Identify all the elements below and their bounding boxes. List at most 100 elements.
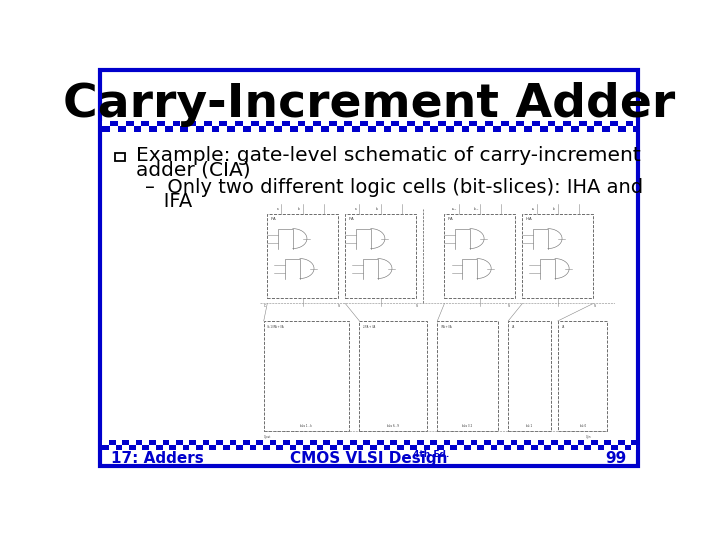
Bar [143, 440, 149, 445]
Bar [337, 126, 344, 132]
Bar [498, 446, 504, 450]
Bar [626, 126, 634, 132]
Bar [384, 440, 390, 445]
Bar [464, 446, 471, 450]
Bar [283, 440, 289, 445]
Bar [618, 440, 624, 445]
Bar [360, 120, 368, 126]
Bar [410, 440, 417, 445]
Bar [330, 440, 337, 445]
Bar [610, 120, 618, 126]
Bar [236, 440, 243, 445]
Bar [457, 446, 464, 450]
Bar [183, 446, 189, 450]
Bar [329, 120, 337, 126]
Bar [196, 120, 204, 126]
Bar [407, 120, 415, 126]
Bar [102, 126, 110, 132]
Bar [624, 446, 631, 450]
Bar [415, 126, 423, 132]
Bar [540, 120, 548, 126]
Bar [149, 446, 156, 450]
Bar [176, 440, 183, 445]
Bar [256, 446, 263, 450]
Bar [303, 446, 310, 450]
Bar [276, 440, 283, 445]
Bar [343, 446, 350, 450]
Bar [516, 120, 524, 126]
Bar [266, 120, 274, 126]
Bar [531, 440, 538, 445]
Bar [136, 440, 143, 445]
Bar [263, 440, 270, 445]
Bar [141, 126, 149, 132]
Bar [585, 440, 591, 445]
Bar [129, 440, 136, 445]
Bar [228, 120, 235, 126]
Bar [220, 120, 228, 126]
Bar [571, 120, 579, 126]
Bar [344, 120, 352, 126]
Bar [243, 446, 250, 450]
Bar [508, 120, 516, 126]
Bar [377, 440, 384, 445]
Bar [297, 120, 305, 126]
Bar [551, 440, 557, 445]
Bar [524, 440, 531, 445]
Bar [469, 120, 477, 126]
Bar [551, 446, 557, 450]
Bar [289, 126, 297, 132]
Bar [595, 120, 602, 126]
Bar [423, 446, 431, 450]
Bar [518, 440, 524, 445]
Bar [310, 446, 317, 450]
Bar [216, 440, 222, 445]
Bar [188, 126, 196, 132]
Bar [591, 446, 598, 450]
Bar [243, 126, 251, 132]
Bar [464, 440, 471, 445]
Bar [384, 446, 390, 450]
Bar [350, 440, 356, 445]
Bar [282, 120, 289, 126]
Bar [344, 126, 352, 132]
Bar [116, 446, 122, 450]
Bar [532, 126, 540, 132]
Bar [141, 120, 149, 126]
Bar [251, 126, 258, 132]
Bar [485, 120, 493, 126]
Bar [377, 446, 384, 450]
Bar [126, 120, 133, 126]
Bar [297, 126, 305, 132]
Bar [157, 126, 165, 132]
Bar [102, 120, 110, 126]
Bar [602, 120, 610, 126]
Bar [330, 446, 337, 450]
Bar [250, 440, 256, 445]
Bar [149, 126, 157, 132]
Bar [477, 440, 484, 445]
Bar [611, 440, 618, 445]
Bar [564, 440, 571, 445]
Bar [196, 440, 203, 445]
Bar [313, 120, 321, 126]
Bar [399, 126, 407, 132]
Bar [203, 446, 210, 450]
Bar [222, 440, 230, 445]
Bar [122, 446, 129, 450]
Bar [579, 126, 587, 132]
Text: 4th Ed.: 4th Ed. [413, 450, 449, 459]
Bar [204, 126, 212, 132]
Bar [531, 446, 538, 450]
Bar [451, 440, 457, 445]
Bar [289, 446, 297, 450]
Bar [631, 446, 636, 450]
Bar [538, 446, 544, 450]
Bar [163, 446, 169, 450]
Bar [176, 446, 183, 450]
Bar [250, 446, 256, 450]
Bar [196, 446, 203, 450]
Bar [610, 126, 618, 132]
Bar [490, 446, 498, 450]
Bar [485, 126, 493, 132]
